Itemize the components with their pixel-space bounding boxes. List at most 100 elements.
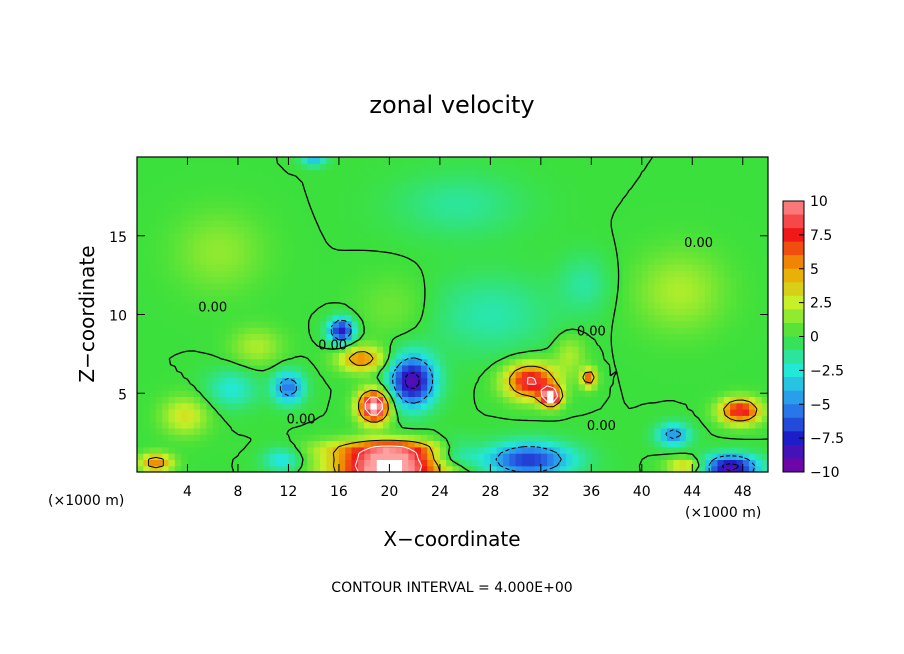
field-cell [736,175,744,183]
field-cell [219,163,226,171]
field-cell [742,188,750,196]
field-cell [395,232,403,240]
field-cell [370,453,378,460]
field-cell [509,383,517,391]
field-cell [288,465,296,472]
field-cell [219,157,226,164]
field-cell [685,346,693,353]
field-cell [364,427,372,435]
field-cell [225,207,233,215]
field-cell [200,415,208,423]
field-cell [629,358,637,366]
field-cell [275,346,283,353]
field-cell [490,320,498,328]
field-cell [458,213,466,221]
field-cell [414,289,422,297]
field-cell [446,352,454,360]
field-cell [496,201,504,208]
field-cell [534,421,542,429]
field-cell [231,453,239,460]
field-cell [679,194,687,202]
field-cell [244,276,252,284]
field-cell [559,301,567,309]
field-cell [465,358,473,366]
field-cell [313,226,321,234]
field-cell [383,371,390,379]
field-cell [553,421,561,429]
field-cell [269,339,277,347]
field-cell [566,175,573,183]
field-cell [414,213,422,221]
field-cell [698,320,706,328]
field-cell [149,238,157,246]
field-cell [685,327,693,334]
field-cell [742,346,750,353]
field-cell [629,402,637,410]
field-cell [364,182,372,190]
field-cell [174,270,182,278]
field-cell [420,182,428,190]
field-cell [313,434,321,442]
field-cell [433,295,441,303]
field-cell [231,346,239,353]
field-cell [225,314,233,322]
field-cell [509,163,517,171]
field-cell [319,283,327,290]
field-cell [193,157,201,164]
field-cell [338,383,346,391]
field-cell [521,220,529,227]
field-cell [761,251,768,259]
field-cell [143,327,151,334]
field-cell [572,163,580,171]
field-cell [351,352,359,360]
field-cell [578,264,586,271]
field-cell [452,377,460,385]
field-cell [465,396,473,404]
field-cell [294,390,302,397]
field-cell [155,220,163,227]
field-cell [528,220,536,227]
field-cell [313,289,321,297]
field-cell [181,188,189,196]
field-cell [660,402,668,410]
field-cell [622,453,630,460]
field-cell [465,169,473,177]
field-cell [181,352,189,360]
field-cell [496,352,504,360]
field-cell [603,427,611,435]
field-cell [408,453,416,460]
field-cell [502,402,510,410]
field-cell [755,245,763,253]
field-cell [749,377,756,385]
field-cell [547,201,555,208]
field-cell [616,169,624,177]
field-cell [162,364,170,372]
field-cell [225,213,233,221]
field-cell [250,301,258,309]
field-cell [244,175,252,183]
field-cell [351,226,359,234]
field-cell [187,163,195,171]
field-cell [193,264,201,271]
field-cell [597,333,605,341]
field-cell [521,238,529,246]
field-cell [711,434,719,442]
field-cell [395,390,403,397]
field-cell [181,434,189,442]
field-cell [509,390,517,397]
field-cell [395,220,403,227]
field-cell [566,264,573,271]
field-cell [566,238,573,246]
field-cell [414,276,422,284]
field-cell [269,377,277,385]
field-cell [654,245,662,253]
field-cell [149,446,157,454]
field-cell [553,283,561,290]
field-cell [515,308,523,316]
field-cell [389,226,397,234]
field-cell [345,383,353,391]
field-cell [212,201,220,208]
field-cell [225,289,233,297]
field-cell [162,415,170,423]
field-cell [585,213,592,221]
